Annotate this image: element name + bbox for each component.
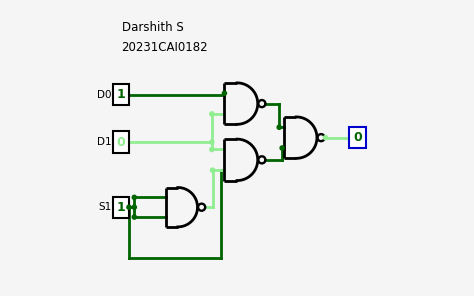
Circle shape [280,146,284,150]
Bar [113,197,129,218]
Text: 0: 0 [353,131,362,144]
Circle shape [210,168,215,172]
Circle shape [210,112,214,116]
Text: S1: S1 [98,202,111,212]
Circle shape [277,125,281,129]
Text: 1: 1 [117,88,125,101]
Circle shape [127,205,131,209]
Circle shape [132,205,137,209]
Text: Darshith S: Darshith S [121,21,183,34]
Circle shape [323,136,328,140]
Circle shape [222,91,227,95]
Circle shape [132,215,137,219]
Bar [113,84,129,105]
Bar [113,131,129,153]
Text: 1: 1 [117,201,125,214]
Text: 0: 0 [117,136,125,149]
Text: D1: D1 [97,137,111,147]
Text: D0: D0 [97,90,111,100]
Bar [349,127,366,148]
Circle shape [210,147,214,152]
Text: 20231CAI0182: 20231CAI0182 [121,41,208,54]
Circle shape [210,140,214,144]
Circle shape [132,195,137,200]
